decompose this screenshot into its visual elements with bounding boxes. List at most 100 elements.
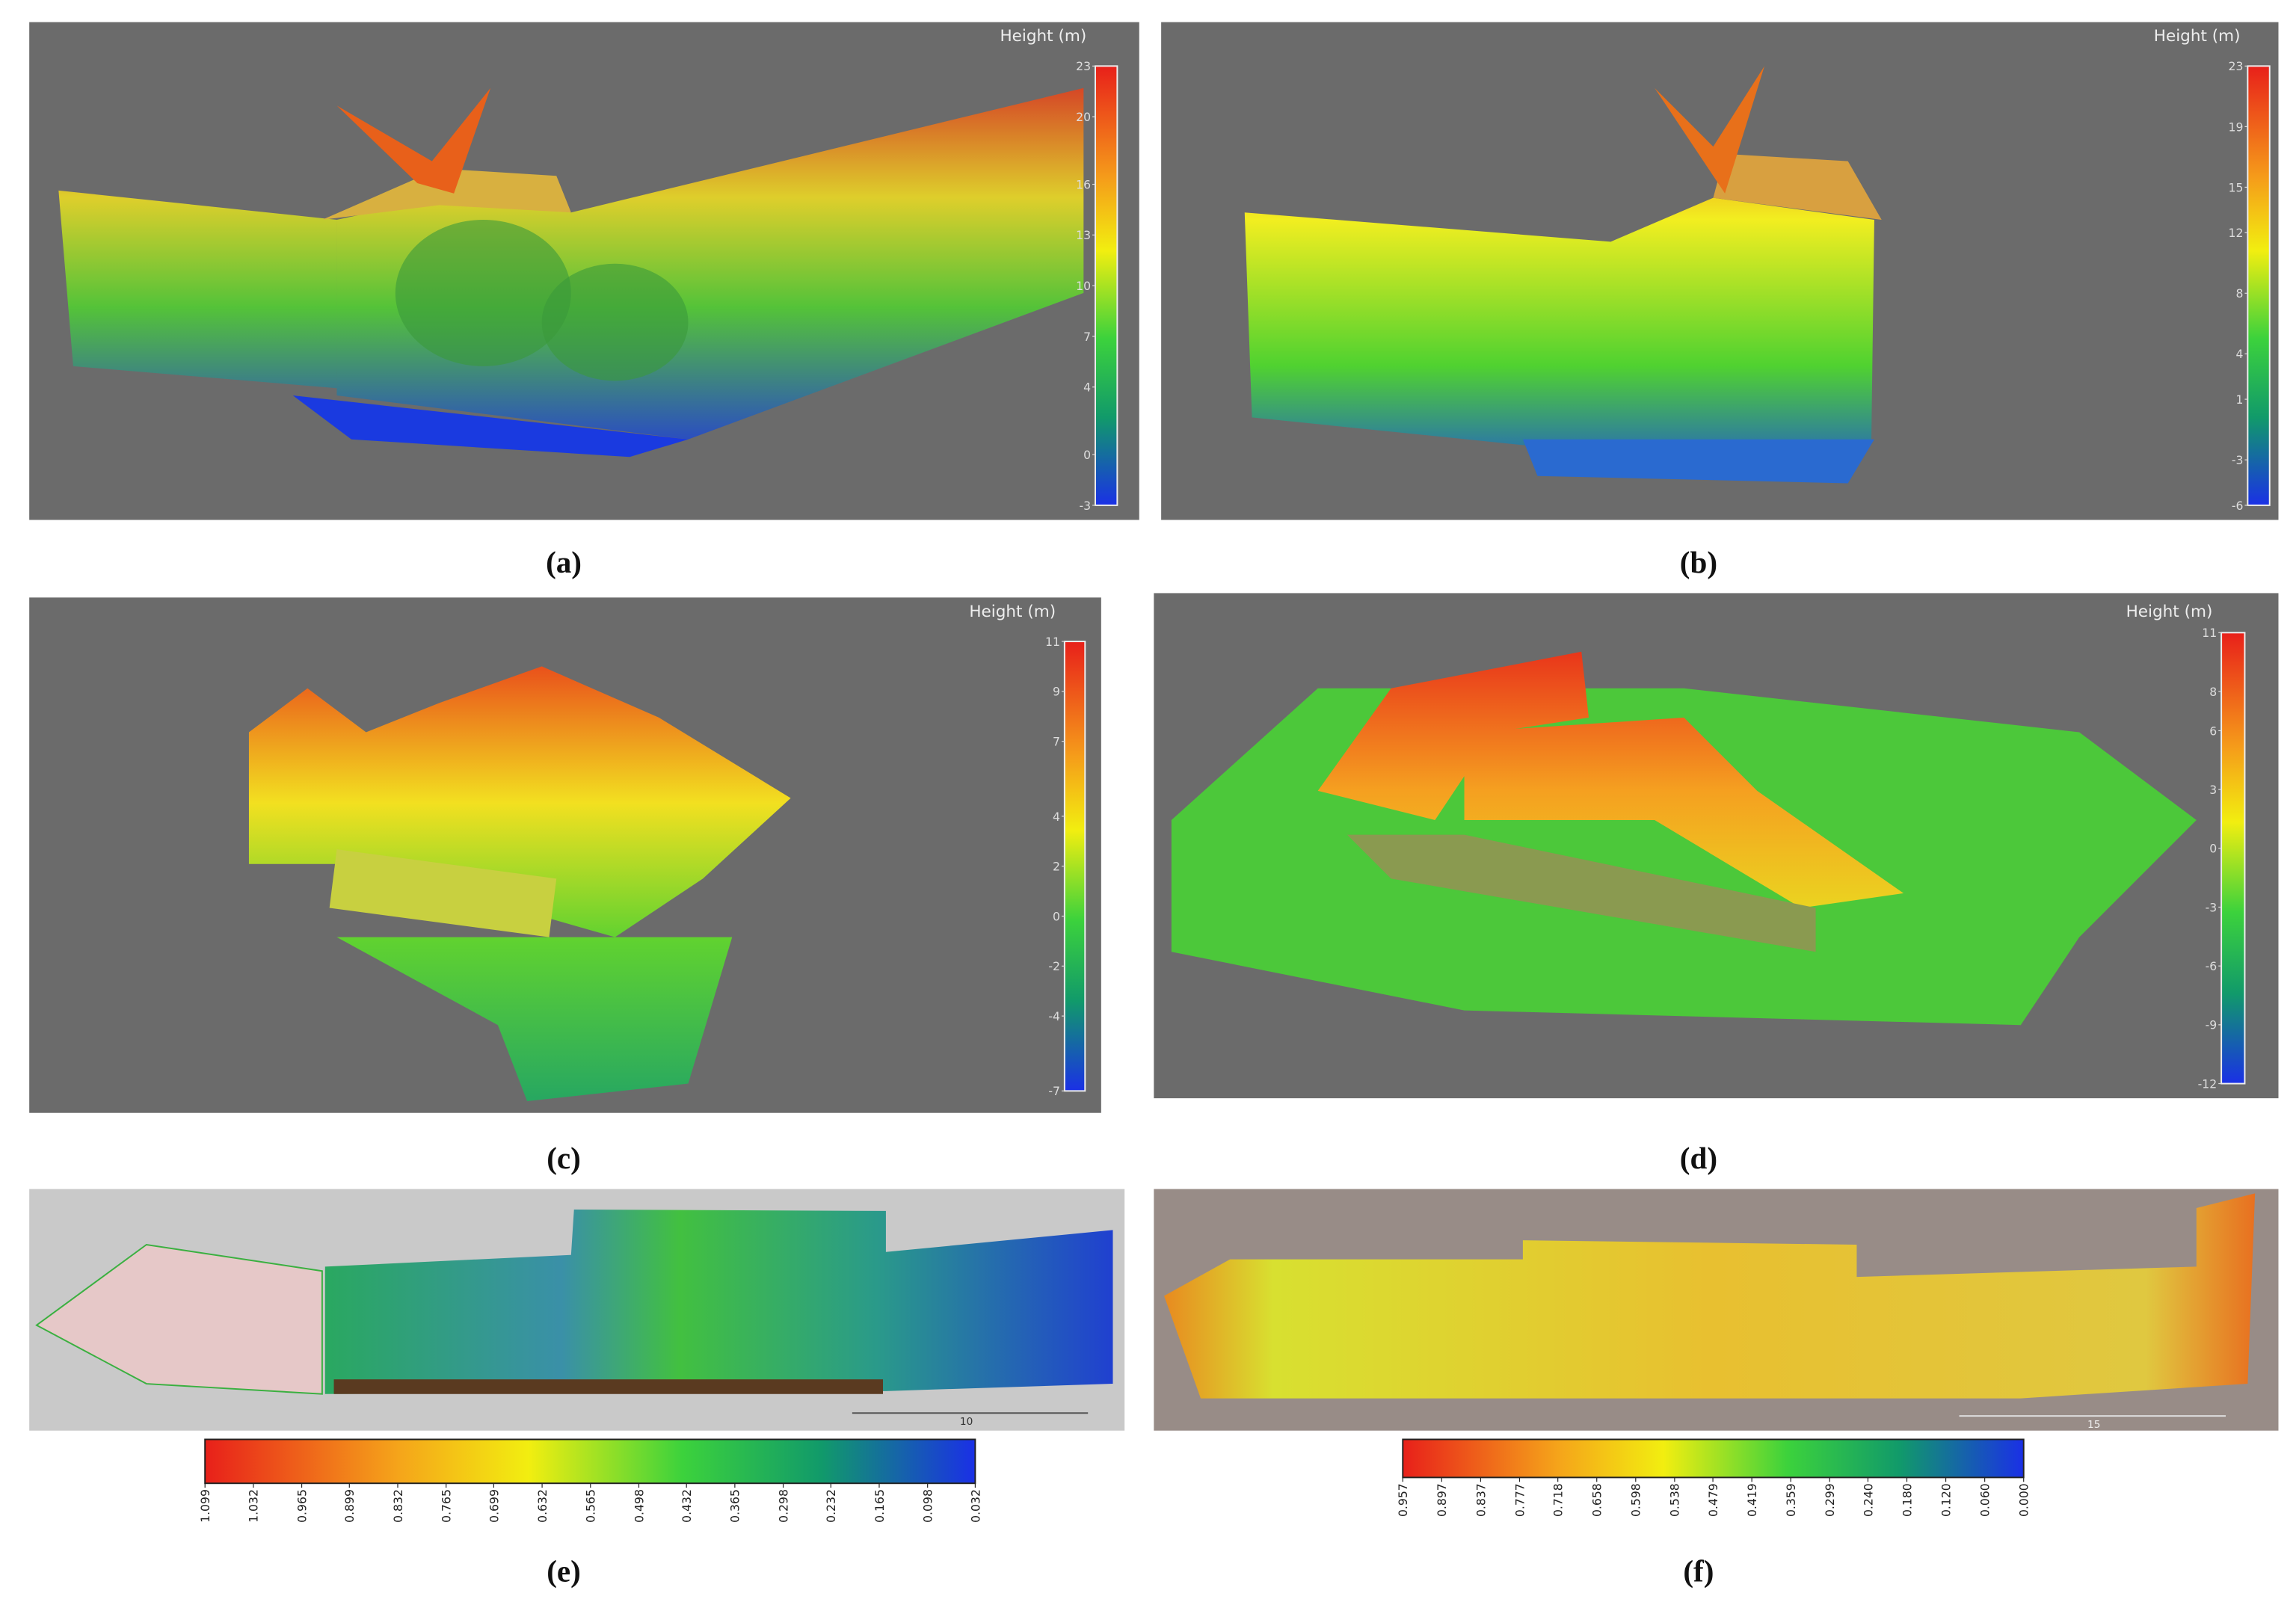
colorbar-tick-label: 3: [2209, 783, 2217, 797]
facade: [1346, 834, 1816, 952]
colorbar-tick-label: 12: [2229, 226, 2244, 240]
colorbar-title: Height (m): [1000, 27, 1086, 46]
colorbar-tick-label: 7: [1083, 330, 1091, 344]
colorbar-tick-label: 0.718: [1551, 1483, 1566, 1517]
colorbar-tick-label: 23: [1076, 59, 1091, 73]
colorbar-tick-label: 0.498: [632, 1489, 646, 1523]
colorbar-tick-label: 0.957: [1396, 1483, 1410, 1517]
panel-label: (a): [546, 545, 582, 580]
colorbar-tick-label: 6: [2209, 724, 2217, 738]
scale-bar-label: 10: [960, 1416, 973, 1428]
tree: [541, 263, 689, 381]
roof: [329, 849, 557, 937]
colorbar-title: Height (m): [2126, 603, 2213, 621]
colorbar-tick-label: 11: [1045, 635, 1060, 649]
colorbar-tick-label: 0: [1083, 448, 1091, 462]
colorbar-tick-label: -7: [1048, 1084, 1060, 1098]
colorbar-tick-label: 1.099: [198, 1489, 212, 1523]
colorbar-tick-label: 10: [1076, 279, 1091, 293]
colorbar-tick-label: 0.538: [1668, 1483, 1682, 1517]
colorbar-tick-label: -6: [2232, 499, 2244, 513]
colorbar-tick-label: -2: [1048, 959, 1060, 973]
colorbar-tick-label: 0.298: [776, 1489, 790, 1523]
colorbar-tick-label: 0.240: [1861, 1483, 1875, 1517]
colorbar-tick-label: -12: [2198, 1076, 2217, 1091]
colorbar-tick-label: 15: [2229, 180, 2244, 194]
panel-label: (f): [1683, 1553, 1714, 1589]
roof: [1713, 153, 1882, 220]
roof: [1317, 651, 1589, 821]
colorbar-tick-label: 0.419: [1745, 1483, 1759, 1517]
colorbar-tick-label: 19: [2229, 120, 2244, 134]
colorbar-tick-label: 7: [1053, 735, 1060, 749]
ground: [336, 937, 733, 1102]
ground: [1522, 439, 1874, 484]
panel-label: (e): [547, 1553, 581, 1589]
colorbar: [2247, 65, 2271, 506]
roof: [321, 168, 571, 220]
colorbar-tick-label: 0.479: [1706, 1483, 1720, 1517]
scale-bar-label: 15: [2087, 1419, 2100, 1431]
colorbar-tick-label: 0.060: [1978, 1483, 1992, 1517]
colorbar: [1063, 641, 1086, 1092]
roof: [1464, 717, 1904, 908]
colorbar-tick-label: 0.598: [1629, 1483, 1643, 1517]
roof-peak: [336, 87, 491, 194]
colorbar-tick-label: 1: [2236, 392, 2244, 407]
colorbar: [1402, 1438, 2025, 1479]
colorbar-tick-label: 0.832: [391, 1489, 405, 1523]
colorbar-tick-label: -3: [1079, 499, 1091, 513]
colorbar-tick-label: 0.365: [728, 1489, 742, 1523]
colorbar-tick-label: 8: [2209, 685, 2217, 699]
colorbar-tick-label: 0.632: [535, 1489, 550, 1523]
ground: [292, 395, 689, 458]
colorbar-tick-label: 0.165: [872, 1489, 887, 1523]
colorbar-tick-label: 0.837: [1474, 1483, 1488, 1517]
base: [333, 1379, 884, 1394]
colorbar-tick-label: 0.000: [2017, 1483, 2031, 1517]
colorbar-tick-label: -4: [1048, 1009, 1060, 1023]
colorbar-tick-label: 9: [1053, 685, 1060, 699]
colorbar-tick-label: 8: [2236, 286, 2244, 301]
colorbar-title: Height (m): [2154, 27, 2241, 46]
colorbar-tick-label: 0.765: [440, 1489, 454, 1523]
panel-label: (b): [1680, 545, 1717, 580]
building: [1244, 197, 1874, 476]
colorbar-tick-label: 20: [1076, 110, 1091, 124]
colorbar-tick-label: 0.899: [342, 1489, 357, 1523]
colorbar-tick-label: 0.180: [1900, 1483, 1914, 1517]
colorbar-tick-label: 2: [1053, 860, 1060, 874]
colorbar-tick-label: 16: [1076, 177, 1091, 191]
colorbar-tick-label: 0.359: [1784, 1483, 1798, 1517]
colorbar-tick-label: 0.098: [921, 1489, 935, 1523]
colorbar-tick-label: 23: [2229, 59, 2244, 73]
colorbar-tick-label: -3: [2206, 900, 2217, 914]
colorbar-tick-label: 1.032: [247, 1489, 261, 1523]
panel-label: (d): [1680, 1141, 1717, 1176]
colorbar-tick-label: 0.658: [1590, 1483, 1604, 1517]
colorbar-tick-label: 11: [2202, 626, 2217, 640]
colorbar-tick-label: -3: [2232, 453, 2244, 467]
colorbar: [1095, 65, 1118, 506]
building-wing: [58, 190, 337, 389]
colorbar-tick-label: 0.965: [295, 1489, 309, 1523]
colorbar-tick-label: 4: [1053, 810, 1060, 824]
colorbar-tick-label: 0.032: [968, 1489, 982, 1523]
colorbar-tick-label: 4: [1083, 381, 1091, 395]
colorbar-tick-label: -6: [2206, 959, 2217, 973]
panel-label: (c): [547, 1141, 581, 1176]
tree: [395, 219, 571, 366]
colorbar-tick-label: 0.232: [824, 1489, 838, 1523]
colorbar-tick-label: 0: [2209, 842, 2217, 856]
colorbar-tick-label: 0.897: [1435, 1483, 1449, 1517]
colorbar-tick-label: 0.120: [1939, 1483, 1953, 1517]
colorbar-tick-label: -9: [2206, 1018, 2217, 1032]
colorbar-title: Height (m): [969, 603, 1056, 621]
colorbar-tick-label: 0.565: [584, 1489, 598, 1523]
colorbar-tick-label: 0: [1053, 909, 1060, 923]
colorbar-tick-label: 0.699: [487, 1489, 501, 1523]
colorbar-tick-label: 0.777: [1512, 1483, 1527, 1517]
colorbar-tick-label: 13: [1076, 228, 1091, 242]
roof-peak: [1655, 66, 1765, 194]
